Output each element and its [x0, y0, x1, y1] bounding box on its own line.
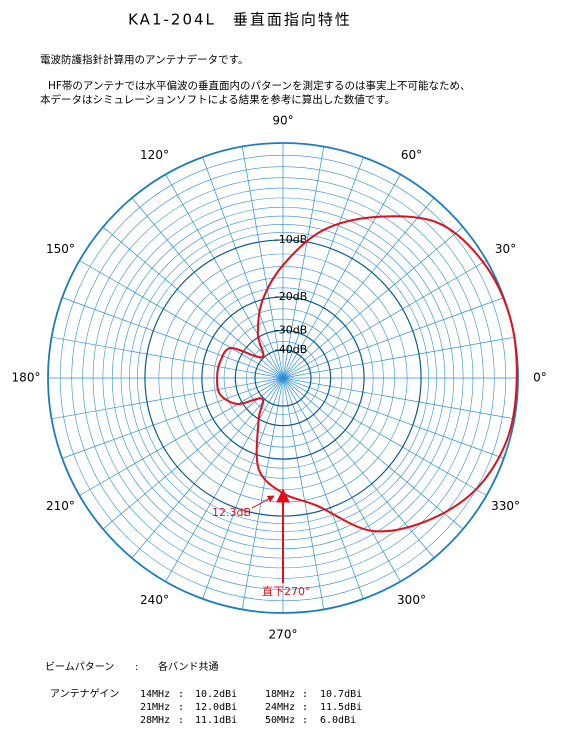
spoke: [241, 377, 284, 610]
annotation-arrow: [251, 495, 275, 509]
spoke: [62, 377, 284, 459]
outer-ring: [47, 142, 519, 614]
gain-value: 6.0dBi: [320, 715, 356, 726]
band: 28MHz: [140, 715, 170, 726]
annotation: 12.3dB: [212, 506, 251, 519]
spoke: [282, 377, 487, 496]
spoke: [51, 377, 284, 420]
spoke: [202, 157, 284, 379]
spoke: [282, 146, 325, 379]
spoke: [282, 197, 435, 379]
angle-label: 90°: [272, 114, 293, 128]
spoke: [131, 377, 284, 559]
gain-value: 12.0dBi: [195, 702, 237, 713]
annotation: 直下270°: [262, 584, 311, 598]
r-tick-label: -40dB: [275, 343, 308, 356]
r-tick-label: -20dB: [275, 290, 308, 303]
spoke: [202, 377, 284, 599]
angle-label: 180°: [12, 371, 41, 385]
angle-label: 210°: [46, 499, 75, 513]
note: 電波防護指針計算用のアンテナデータです。: [40, 53, 249, 66]
angle-label: 30°: [495, 242, 516, 256]
gain-label: アンテナゲイン: [50, 688, 119, 700]
band: 24MHz: [265, 702, 295, 713]
angle-label: 120°: [140, 148, 169, 162]
band: 18MHz: [265, 689, 295, 700]
spoke: [131, 197, 284, 379]
angle-label: 300°: [397, 593, 426, 607]
beam-value: 各バンド共通: [158, 660, 219, 673]
angle-label: 60°: [401, 148, 422, 162]
angle-label: 150°: [46, 242, 75, 256]
spoke: [51, 336, 284, 379]
spoke: [62, 297, 284, 379]
spoke: [282, 377, 364, 599]
separator: :: [302, 689, 308, 700]
spoke: [282, 377, 464, 530]
gain-value: 11.1dBi: [195, 715, 237, 726]
note: 本データはシミュレーションソフトによる結果を参考に算出した数値です。: [40, 93, 395, 106]
spoke: [282, 260, 487, 379]
gain-value: 11.5dBi: [320, 702, 362, 713]
r-tick-label: -10dB: [275, 233, 308, 246]
spoke: [79, 260, 284, 379]
spoke: [282, 226, 464, 379]
polar-plot: -10dB -20dB -30dB -40dB 0° 30° 60° 90° 120° 150° 1…: [12, 114, 547, 642]
separator: :: [178, 702, 184, 713]
spoke: [282, 157, 364, 379]
spoke: [282, 297, 504, 379]
spoke: [165, 174, 284, 379]
separator: :: [135, 662, 138, 673]
separator: :: [178, 689, 184, 700]
spoke: [102, 377, 284, 530]
spoke: [102, 226, 284, 379]
major-ring: [254, 349, 312, 407]
gain-value: 10.2dBi: [195, 689, 237, 700]
band: 14MHz: [140, 689, 170, 700]
spoke: [282, 377, 515, 420]
gain-table: 14MHz 10.2dBi 18MHz 10.7dBi::21MHz 12.0dBi 24…: [140, 689, 362, 726]
separator: :: [302, 715, 308, 726]
spoke: [165, 377, 284, 582]
chart-title: KA1-204L 垂直面指向特性: [128, 11, 352, 29]
spoke: [282, 377, 325, 610]
spoke: [282, 377, 504, 459]
band: 50MHz: [265, 715, 295, 726]
pattern-line: [216, 215, 518, 533]
spoke: [282, 377, 401, 582]
major-ring: [201, 296, 365, 460]
separator: :: [178, 715, 184, 726]
angle-label: 240°: [140, 593, 169, 607]
gain-value: 10.7dBi: [320, 689, 362, 700]
beam-label: ビームパターン: [45, 661, 114, 673]
note: HF帯のアンテナでは水平偏波の垂直面内のパターンを測定するのは事実上不可能なため…: [48, 79, 471, 92]
spoke: [241, 146, 284, 379]
angle-label: 270°: [269, 628, 298, 642]
spoke: [282, 336, 515, 379]
spoke: [79, 377, 284, 496]
band: 21MHz: [140, 702, 170, 713]
separator: :: [302, 702, 308, 713]
r-tick-label: -30dB: [275, 323, 308, 336]
spoke: [282, 174, 401, 379]
angle-label: 330°: [491, 499, 520, 513]
major-ring: [234, 329, 332, 427]
angle-label: 0°: [533, 371, 547, 385]
